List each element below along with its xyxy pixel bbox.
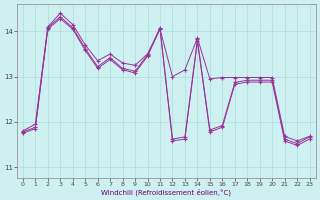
X-axis label: Windchill (Refroidissement éolien,°C): Windchill (Refroidissement éolien,°C) [101, 188, 231, 196]
